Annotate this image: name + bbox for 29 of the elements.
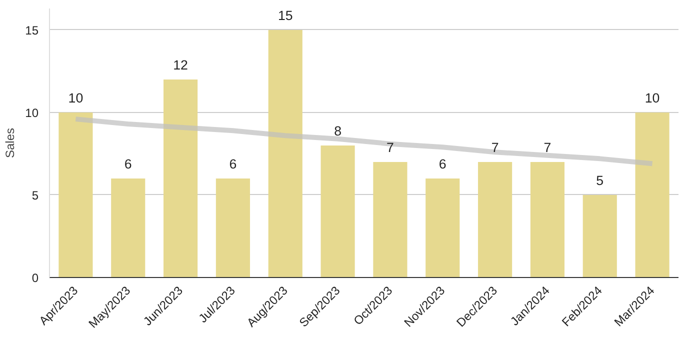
bar	[164, 79, 198, 278]
bar	[426, 178, 460, 278]
bar	[216, 178, 250, 278]
y-tick-label: 10	[25, 106, 39, 120]
y-tick-label: 15	[25, 23, 39, 38]
y-tick-label: 5	[32, 188, 39, 202]
y-tick-label: 0	[32, 271, 39, 285]
bar	[582, 194, 617, 278]
data-label: 7	[544, 140, 552, 155]
data-label: 6	[229, 156, 237, 172]
bar	[111, 178, 146, 278]
data-label: 15	[278, 8, 293, 23]
bar	[320, 145, 355, 278]
data-label: 12	[173, 57, 188, 72]
data-label: 7	[386, 140, 394, 155]
data-label: 10	[68, 90, 84, 106]
data-label: 10	[644, 90, 660, 106]
bar	[530, 162, 564, 278]
data-label: 6	[124, 156, 132, 172]
bar	[635, 112, 670, 278]
y-axis-title: Sales	[3, 128, 18, 158]
bar	[373, 162, 408, 278]
data-label: 6	[438, 156, 446, 172]
data-label: 8	[334, 123, 342, 138]
bar	[58, 112, 93, 278]
data-label: 7	[491, 140, 499, 155]
bar	[268, 30, 302, 278]
data-label: 5	[596, 172, 604, 188]
bar	[478, 162, 512, 278]
